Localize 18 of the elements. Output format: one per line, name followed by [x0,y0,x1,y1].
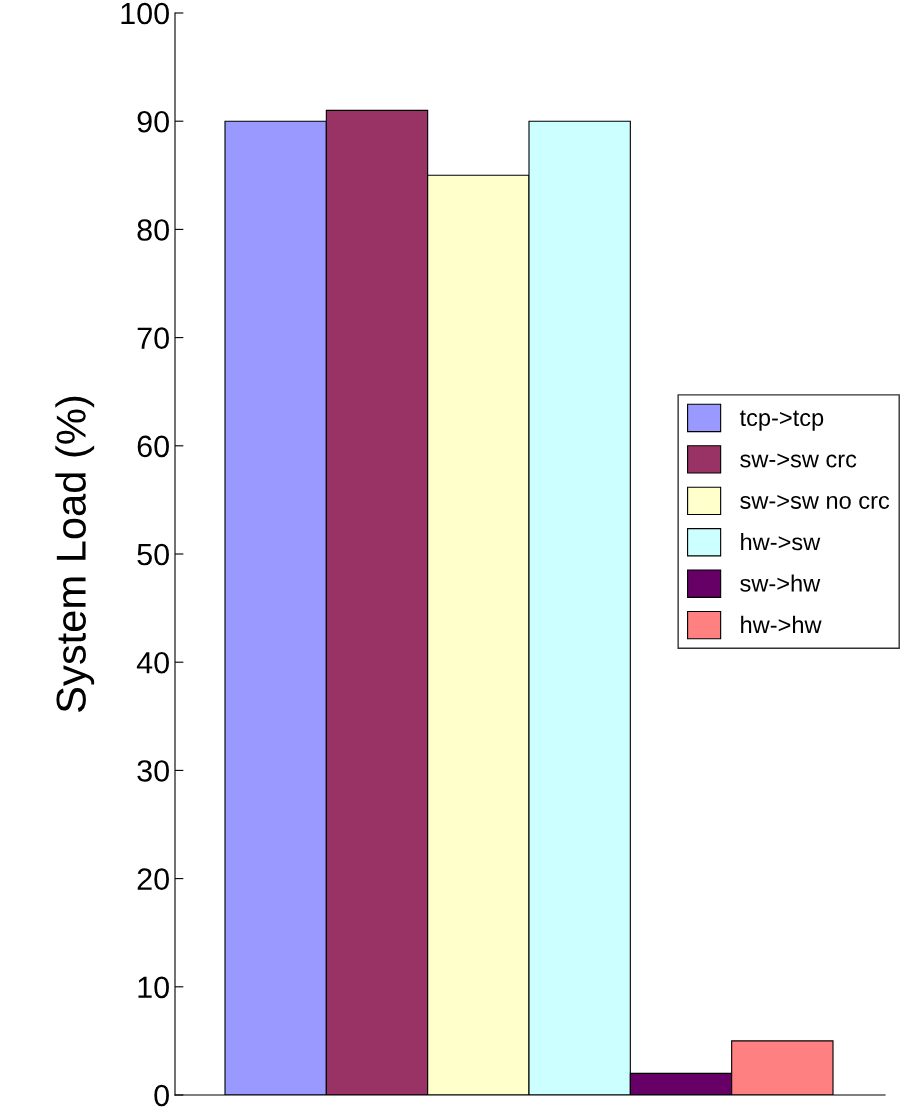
y-tick-label: 10 [138,976,169,999]
y-tick-label: 30 [137,760,169,782]
legend-label: tcp->tcp [739,410,824,431]
legend-label: hw->hw [741,615,822,633]
legend-label: sw->hw [740,574,821,592]
y-axis-title: System Load (%) [55,396,95,712]
y-tick-label: 90 [137,110,169,133]
y-tick-label: 70 [137,327,169,349]
y-tick-label: 20 [137,868,169,890]
y-tick-label: 80 [137,219,169,241]
y-tick-label: 100 [121,2,169,25]
y-tick-label: 0 [154,1084,169,1107]
y-tick-label: 50 [137,543,169,566]
legend-label: sw->sw crc [740,453,857,468]
y-tick-label: 40 [136,651,169,674]
legend-label: sw->sw no crc [740,494,890,509]
y-tick-label: 60 [137,435,169,458]
legend-label: hw->sw [741,533,821,551]
